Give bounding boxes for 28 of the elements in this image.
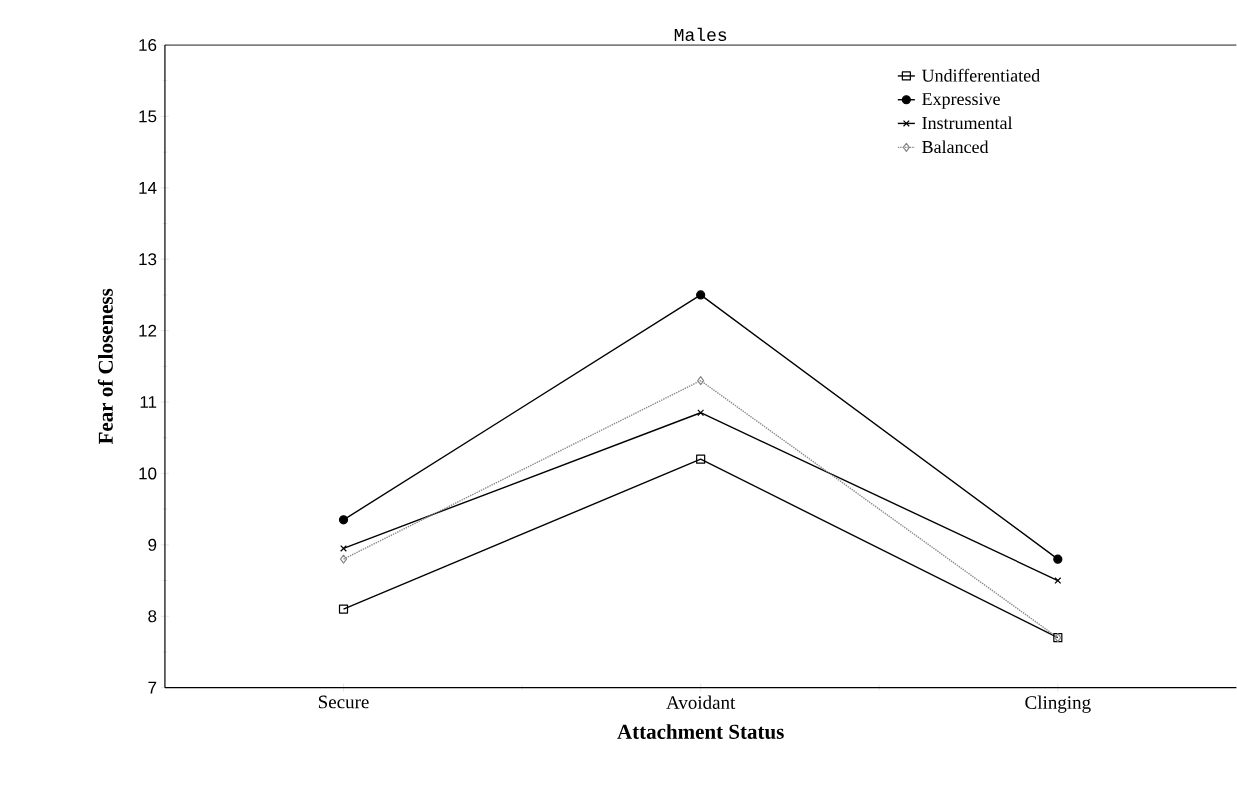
- chart-title: Males: [674, 28, 727, 42]
- legend-label: Instrumental: [922, 116, 1013, 130]
- point: [696, 290, 706, 300]
- legend-label: Undifferentiated: [921, 69, 1040, 82]
- legend-label: Expressive: [922, 93, 1000, 109]
- legend-label: Balanced: [922, 140, 989, 154]
- y-tick-label: 9: [148, 539, 157, 552]
- y-tick-label: 13: [139, 253, 157, 266]
- y-tick-label: 12: [139, 324, 157, 337]
- point: [338, 515, 349, 525]
- y-tick-label: 14: [139, 182, 157, 194]
- y-tick-label: 8: [148, 610, 157, 623]
- y-tick-label: 10: [139, 467, 157, 480]
- x-tick-label: Clinging: [1025, 695, 1091, 714]
- point: [696, 454, 706, 464]
- point: [697, 376, 705, 386]
- point: [338, 604, 349, 614]
- y-tick-label: 11: [140, 396, 157, 409]
- y-tick-label: 15: [139, 110, 157, 123]
- y-tick-label: 16: [139, 39, 157, 52]
- x-tick-label: Secure: [318, 695, 369, 709]
- x-tick-label: Avoidant: [666, 695, 736, 710]
- y-tick-label: 7: [148, 682, 157, 694]
- point: [339, 554, 348, 564]
- point: [1053, 554, 1063, 564]
- point: [1054, 577, 1062, 585]
- y-axis-title: Fear of Closeness: [97, 288, 113, 445]
- x-axis-title: Attachment Status: [617, 724, 784, 740]
